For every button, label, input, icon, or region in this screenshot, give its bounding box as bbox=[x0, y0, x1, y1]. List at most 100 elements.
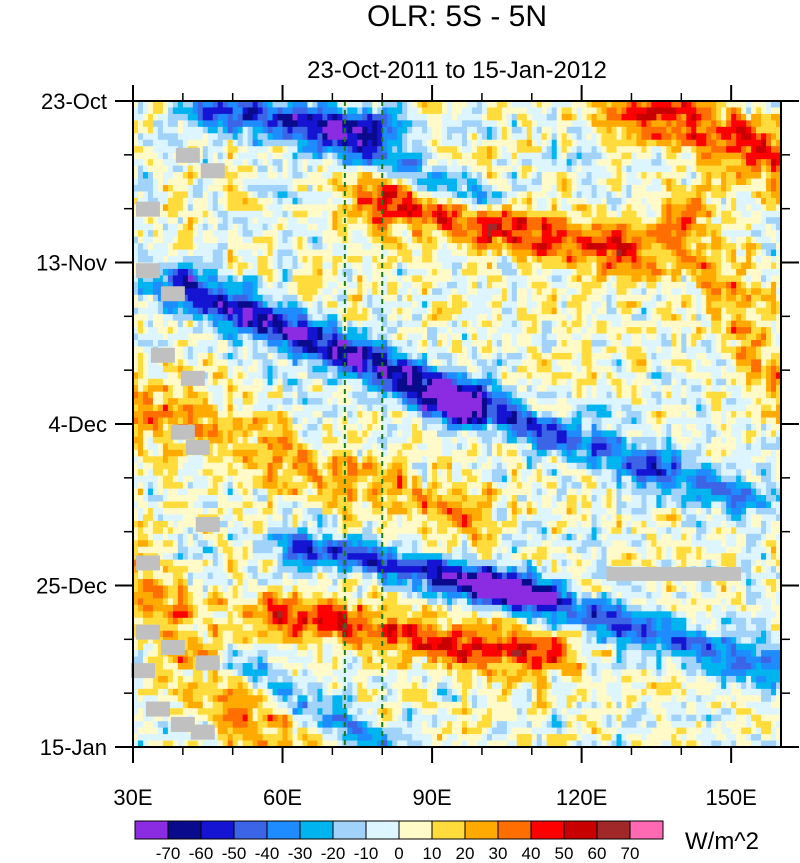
heatmap-cell bbox=[516, 204, 523, 212]
heatmap-cell bbox=[287, 249, 294, 257]
heatmap-cell bbox=[402, 204, 408, 212]
heatmap-cell bbox=[442, 223, 448, 231]
heatmap-cell bbox=[227, 243, 234, 251]
heatmap-cell bbox=[282, 340, 289, 348]
heatmap-cell bbox=[551, 314, 558, 322]
heatmap-cell bbox=[501, 107, 508, 115]
heatmap-cell bbox=[387, 314, 393, 322]
heatmap-cell bbox=[197, 126, 204, 134]
heatmap-cell bbox=[332, 159, 338, 167]
heatmap-cell bbox=[586, 314, 593, 322]
heatmap-cell bbox=[137, 249, 144, 257]
heatmap-cell bbox=[586, 197, 593, 205]
heatmap-cell bbox=[511, 184, 518, 193]
heatmap-cell bbox=[766, 333, 772, 341]
heatmap-cell bbox=[457, 275, 463, 283]
heatmap-cell bbox=[696, 197, 702, 205]
heatmap-cell bbox=[731, 301, 737, 309]
heatmap-cell bbox=[471, 210, 478, 218]
heatmap-cell bbox=[352, 346, 358, 354]
heatmap-cell bbox=[182, 281, 189, 289]
heatmap-cell bbox=[726, 146, 732, 154]
heatmap-cell bbox=[297, 172, 304, 180]
heatmap-cell bbox=[372, 294, 378, 302]
heatmap-cell bbox=[317, 159, 324, 167]
heatmap-cell bbox=[312, 197, 319, 205]
heatmap-cell bbox=[711, 320, 717, 328]
heatmap-cell bbox=[581, 268, 588, 277]
heatmap-cell bbox=[442, 152, 448, 160]
heatmap-cell bbox=[417, 256, 423, 264]
heatmap-cell bbox=[387, 327, 393, 335]
heatmap-cell bbox=[412, 152, 418, 160]
heatmap-cell bbox=[252, 230, 259, 238]
heatmap-cell bbox=[561, 133, 568, 141]
heatmap-cell bbox=[397, 191, 403, 199]
heatmap-cell bbox=[287, 243, 294, 251]
heatmap-cell bbox=[287, 346, 294, 354]
heatmap-cell bbox=[182, 107, 189, 115]
heatmap-cell bbox=[392, 294, 398, 302]
heatmap-cell bbox=[761, 217, 767, 225]
heatmap-cell bbox=[771, 217, 777, 225]
heatmap-cell bbox=[372, 159, 378, 167]
heatmap-cell bbox=[162, 178, 169, 186]
heatmap-cell bbox=[177, 217, 184, 225]
heatmap-cell bbox=[177, 178, 184, 186]
heatmap-cell bbox=[202, 178, 209, 186]
heatmap-cell bbox=[706, 126, 712, 134]
heatmap-cell bbox=[172, 197, 179, 205]
heatmap-cell bbox=[476, 210, 483, 218]
heatmap-cell bbox=[432, 340, 438, 348]
heatmap-cell bbox=[491, 120, 498, 128]
heatmap-cell bbox=[606, 243, 613, 251]
heatmap-cell bbox=[442, 101, 448, 109]
heatmap-cell bbox=[466, 184, 473, 193]
heatmap-cell bbox=[452, 268, 458, 277]
heatmap-cell bbox=[142, 249, 149, 257]
heatmap-cell bbox=[476, 197, 483, 205]
heatmap-cell bbox=[561, 191, 568, 199]
heatmap-cell bbox=[596, 262, 603, 270]
heatmap-cell bbox=[247, 249, 254, 257]
heatmap-cell bbox=[337, 133, 343, 141]
heatmap-cell bbox=[676, 191, 682, 199]
heatmap-cell bbox=[147, 256, 154, 264]
heatmap-cell bbox=[606, 113, 613, 121]
heatmap-cell bbox=[322, 281, 328, 289]
heatmap-cell bbox=[252, 314, 259, 322]
heatmap-cell bbox=[516, 159, 523, 167]
heatmap-cell bbox=[621, 294, 628, 302]
heatmap-cell bbox=[581, 126, 588, 134]
heatmap-cell bbox=[761, 184, 767, 193]
heatmap-cell bbox=[476, 314, 483, 322]
heatmap-cell bbox=[452, 340, 458, 348]
heatmap-cell bbox=[407, 159, 413, 167]
heatmap-cell bbox=[432, 172, 438, 180]
heatmap-cell bbox=[671, 172, 677, 180]
heatmap-cell bbox=[362, 165, 368, 173]
heatmap-cell bbox=[192, 113, 199, 121]
heatmap-cell bbox=[721, 146, 727, 154]
heatmap-cell bbox=[551, 340, 558, 348]
heatmap-cell bbox=[556, 333, 563, 341]
heatmap-cell bbox=[726, 184, 732, 193]
heatmap-cell bbox=[611, 107, 618, 115]
heatmap-cell bbox=[417, 126, 423, 134]
heatmap-cell bbox=[711, 133, 717, 141]
heatmap-cell bbox=[756, 307, 762, 315]
heatmap-cell bbox=[461, 113, 468, 121]
heatmap-cell bbox=[207, 120, 214, 128]
heatmap-cell bbox=[751, 223, 757, 231]
heatmap-cell bbox=[162, 307, 169, 315]
heatmap-cell bbox=[651, 223, 657, 231]
heatmap-cell bbox=[387, 217, 393, 225]
heatmap-cell bbox=[531, 107, 538, 115]
heatmap-cell bbox=[751, 333, 757, 341]
heatmap-cell bbox=[437, 314, 443, 322]
heatmap-cell bbox=[227, 101, 234, 109]
heatmap-cell bbox=[591, 165, 598, 173]
heatmap-cell bbox=[756, 320, 762, 328]
heatmap-cell bbox=[616, 126, 623, 134]
heatmap-cell bbox=[581, 230, 588, 238]
